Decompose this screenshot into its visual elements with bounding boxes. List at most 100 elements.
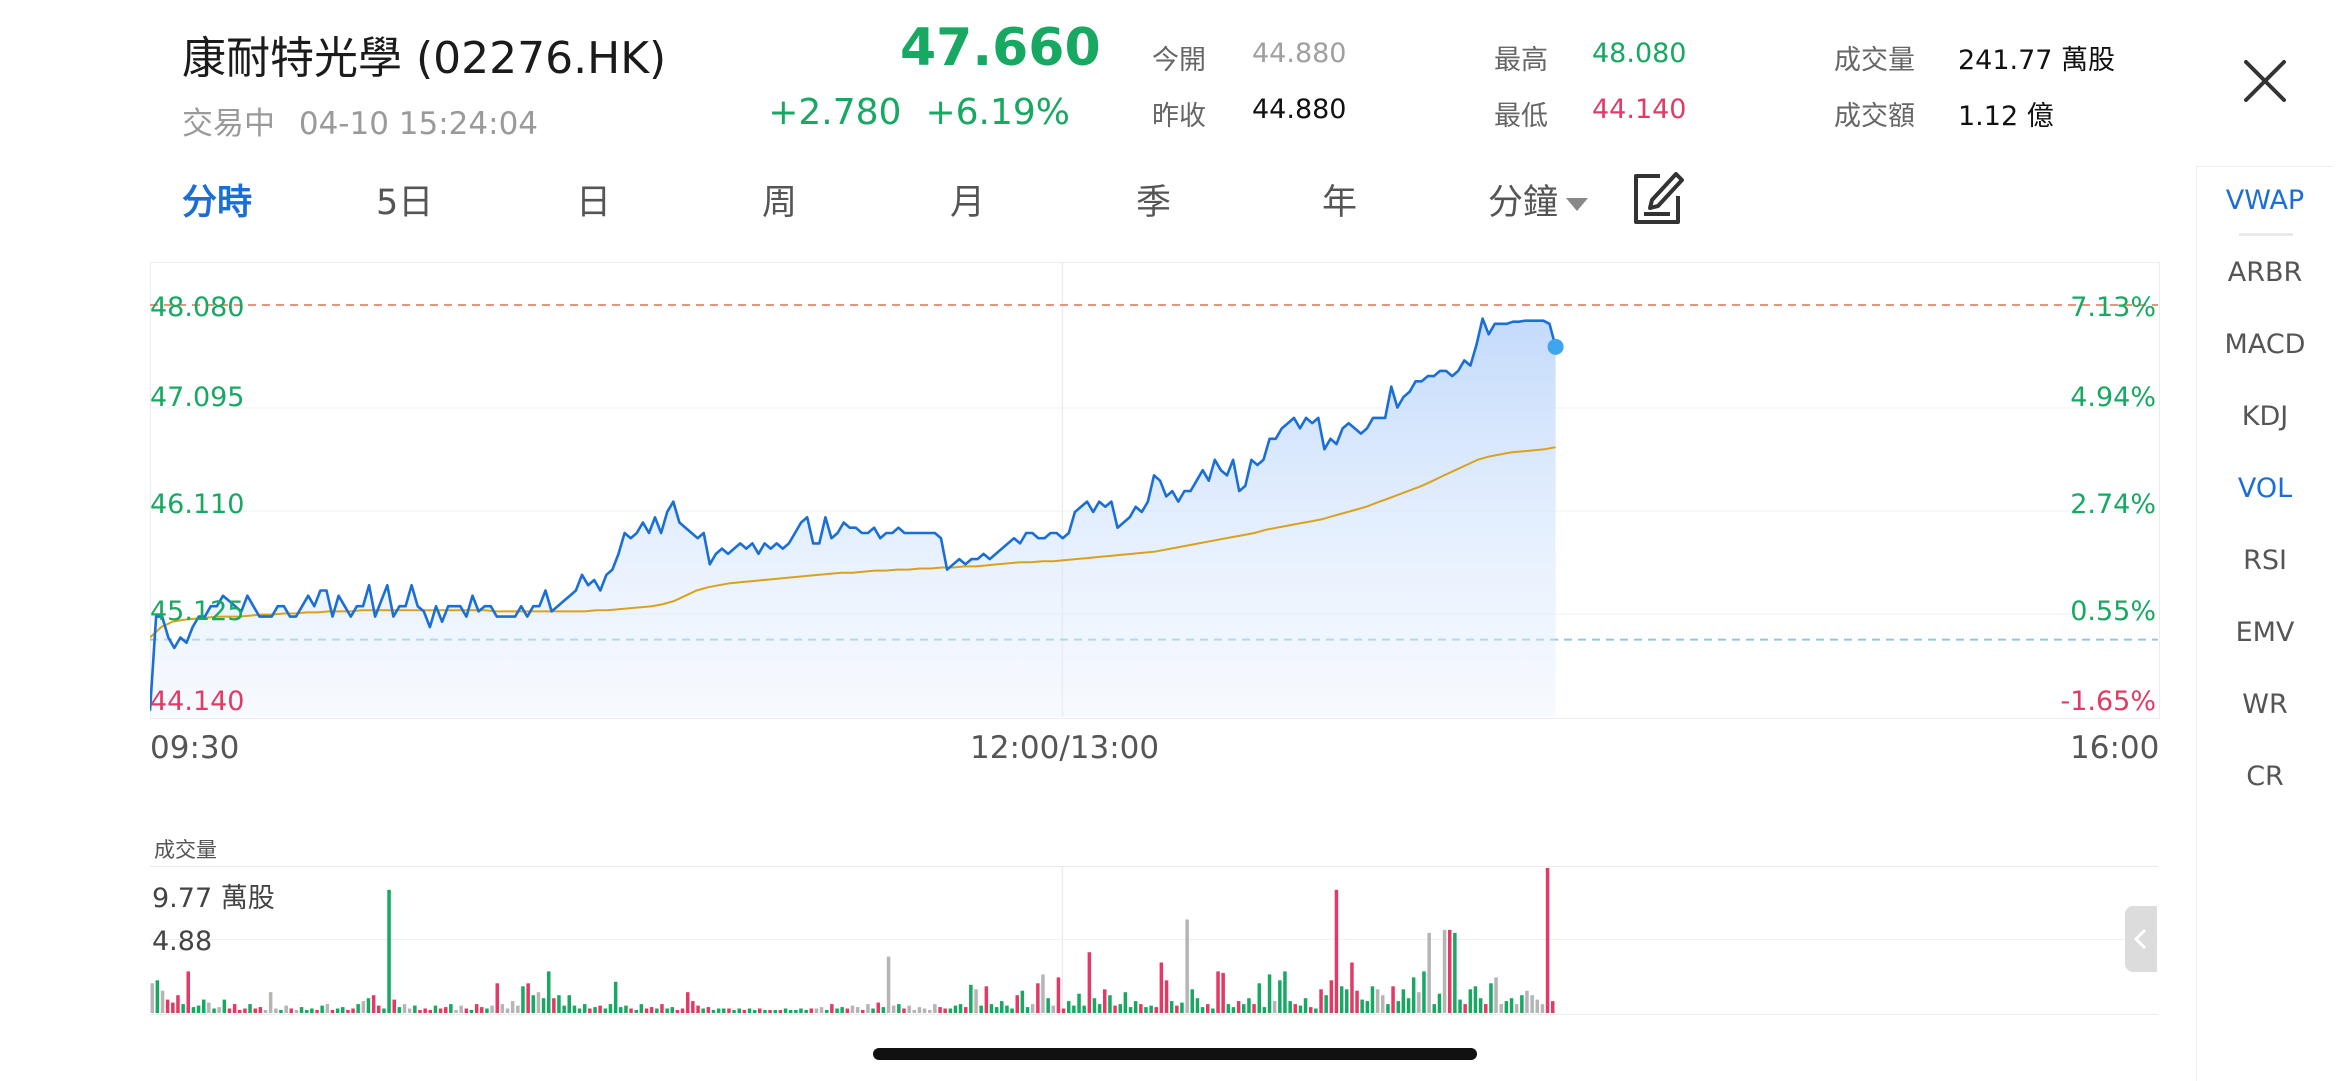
volume-bar [778,1010,783,1013]
volume-bar [861,1010,865,1013]
volume-bar [948,1008,953,1013]
volume-bar [1319,989,1323,1013]
indicator-arbr[interactable]: ARBR [2227,257,2303,288]
tab-day[interactable]: 日 [576,183,612,223]
volume-bar [1540,1004,1545,1013]
volume-bar [407,1008,412,1013]
volume-bar [1391,986,1395,1013]
volume-bar [649,1007,654,1013]
draw-tool-icon [1634,172,1684,224]
volume-bar [1077,993,1081,1013]
volume-bar [732,1010,736,1013]
volume-bar [1000,1001,1004,1013]
tab-year[interactable]: 年 [1322,183,1358,223]
volume-bar [1118,1004,1122,1013]
price-chart[interactable] [150,262,2160,719]
close-button[interactable] [2240,56,2290,106]
indicator-kdj[interactable]: KDJ [2241,401,2289,432]
open-label: 今開 [1152,45,1206,76]
volume-bar [526,983,530,1013]
volume-bar [1128,1007,1133,1013]
volume-bar [402,1004,407,1013]
volume-bar [830,1004,834,1013]
volume-bar [1242,1004,1246,1013]
current-price: 47.660 [900,18,1101,78]
volume-bar [1236,1001,1241,1013]
volume-bar [1025,1007,1030,1013]
home-indicator[interactable] [873,1048,1477,1060]
volume-bar [773,1010,777,1013]
volume-bar [1406,998,1411,1013]
indicator-emv[interactable]: EMV [2235,617,2295,648]
volume-bar [1499,1004,1503,1013]
y-label-high: 48.080 [150,292,245,323]
volume-bar [989,1004,994,1013]
volume-bar [366,998,371,1013]
volume-bar [1041,974,1045,1013]
volume-bar [521,986,525,1013]
volume-bar [886,956,891,1013]
tab-quarter[interactable]: 季 [1136,183,1172,223]
tab-5day[interactable]: 5日 [376,183,434,223]
tab-intraday[interactable]: 分時 [182,183,253,223]
volume-bar [619,1007,623,1013]
volume-bar [928,1010,932,1013]
volume-bar [485,1008,489,1013]
pct-label-high: 7.13% [2070,292,2156,323]
pct-label-low: -1.65% [2060,686,2156,717]
volume-bar [165,999,170,1013]
indicator-rsi[interactable]: RSI [2243,545,2287,576]
x-label-open: 09:30 [150,730,240,766]
volume-bar [809,1008,813,1013]
volume-bar [1154,1007,1158,1013]
volume-chart[interactable] [150,866,2160,1016]
volume-bar [454,1010,458,1013]
volume-bar [1411,977,1416,1013]
volume-bar [912,1010,916,1013]
volume-bar [222,999,227,1013]
high-value: 48.080 [1592,38,1687,69]
indicator-macd[interactable]: MACD [2224,329,2306,360]
indicator-wr[interactable]: WR [2242,689,2288,720]
indicator-cr[interactable]: CR [2246,761,2284,792]
volume-label: 成交量 [1834,45,1915,76]
volume-bar [341,1007,345,1013]
volume-bar [284,1005,288,1013]
volume-bar [1195,998,1200,1013]
volume-bar [232,1004,237,1013]
volume-bar [1381,995,1385,1013]
volume-bar [1293,1004,1297,1013]
volume-bar [1272,1001,1277,1013]
volume-bar [1309,1007,1313,1013]
volume-bar [624,1005,628,1013]
volume-bar [310,1008,314,1013]
volume-bar [1473,986,1478,1013]
volume-bar [1396,1001,1400,1013]
tab-week[interactable]: 周 [762,183,798,223]
volume-bar [1046,998,1050,1013]
tab-minute[interactable]: 分鐘 [1488,174,1589,225]
volume-bar [1056,977,1061,1013]
volume-bar [716,1008,721,1013]
volume-bar [577,1008,582,1013]
volume-bar [819,1007,824,1013]
tab-month[interactable]: 月 [950,183,986,223]
indicator-divider [2239,233,2293,236]
volume-bar [1360,999,1364,1013]
volume-bar [1113,1005,1117,1013]
volume-bar [933,1004,937,1013]
collapse-panel-button[interactable] [2125,906,2157,972]
update-time: 04-10 15:24:04 [298,106,539,142]
volume-bar [1087,952,1092,1013]
volume-bar [1206,1004,1210,1013]
indicator-vwap[interactable]: VWAP [2225,185,2305,216]
volume-value: 241.77 萬股 [1958,45,2116,76]
indicator-vol[interactable]: VOL [2237,473,2293,504]
change-percent: +6.19% [925,92,1070,133]
volume-bar [392,999,396,1013]
volume-bar [794,1010,798,1013]
draw-tool-button[interactable] [1630,170,1686,228]
volume-bar [711,1010,716,1013]
volume-bar [480,1007,484,1013]
open-value: 44.880 [1252,38,1347,69]
